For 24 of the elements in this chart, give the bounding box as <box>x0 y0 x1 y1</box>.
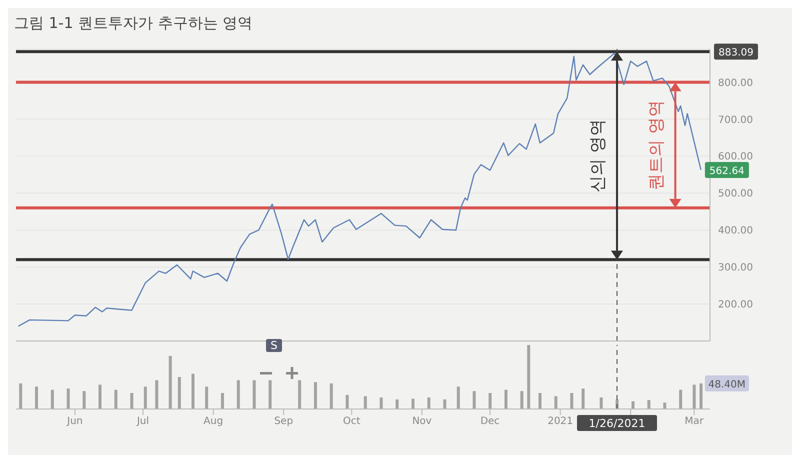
y-tick-label: 500.00 <box>718 188 753 200</box>
x-tick-label: Oct <box>343 416 360 428</box>
annotation: S <box>266 339 282 352</box>
y-tick-label: 300.00 <box>718 262 753 274</box>
x-tick-label: Aug <box>204 416 224 428</box>
x-tick-label: Jun <box>66 416 83 428</box>
y-tick-label: 700.00 <box>718 114 753 126</box>
annotation: 신의 영역 <box>588 118 608 192</box>
annotation: 562.64 <box>709 166 744 177</box>
x-tick-label: 2021 <box>548 416 574 428</box>
x-tick-label: Sep <box>274 416 294 428</box>
chart-title: 그림 1-1 퀀트투자가 추구하는 영역 <box>13 13 254 34</box>
x-tick-label: Nov <box>412 416 432 428</box>
x-tick-label: Dec <box>480 416 500 428</box>
x-tick-label: Mar <box>684 416 704 428</box>
text: 883.09 <box>718 48 754 59</box>
y-tick-label: 600.00 <box>718 152 753 163</box>
x-tick-label: Jul <box>136 416 150 428</box>
ref-line-label: 1/26/2021 <box>588 417 646 430</box>
y-tick-label: 800.00 <box>718 78 753 89</box>
y-tick-label: 400.00 <box>718 226 753 237</box>
y-tick-label: 200.00 <box>718 300 753 311</box>
annotation: 48.40M <box>708 379 746 390</box>
annotation: 퀀트의 영역 <box>646 100 666 190</box>
